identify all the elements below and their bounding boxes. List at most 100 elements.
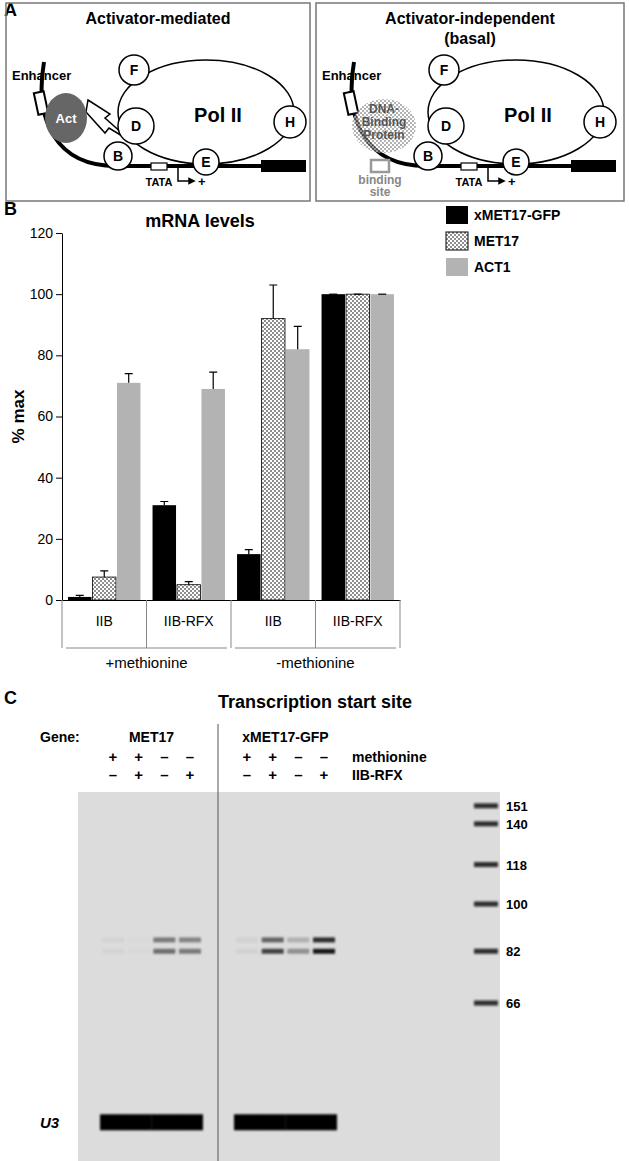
factor-label: H xyxy=(595,114,605,130)
chart-title: mRNA levels xyxy=(145,211,254,231)
category-separator xyxy=(315,600,316,648)
error-bar xyxy=(294,326,302,349)
category-separator xyxy=(146,600,147,648)
condition-symbol: + xyxy=(320,766,329,783)
y-axis-line xyxy=(62,234,63,601)
factor-label: B xyxy=(113,148,123,164)
condition-symbol: + xyxy=(268,748,277,765)
pol-label: Pol II xyxy=(504,104,552,126)
y-tick-label: 60 xyxy=(37,408,53,424)
legend: xMET17-GFPMET17ACT1 xyxy=(446,206,560,276)
error-bar xyxy=(125,374,133,383)
y-axis: 020406080100120 xyxy=(30,225,63,608)
factor-label: H xyxy=(285,114,295,130)
loading-band xyxy=(311,1114,337,1130)
tata-box xyxy=(151,163,167,170)
y-tick-mark xyxy=(56,233,62,234)
start-arrow xyxy=(488,167,502,181)
error-bar xyxy=(185,582,193,585)
activator xyxy=(45,93,87,143)
bar xyxy=(346,294,369,600)
bar xyxy=(117,383,140,600)
panel-label: B xyxy=(4,199,17,219)
x-tick-label: IIB-RFX xyxy=(333,613,383,629)
condition-symbol: – xyxy=(294,748,302,765)
factor xyxy=(428,108,464,144)
band xyxy=(128,937,150,942)
condition-symbol: – xyxy=(294,766,302,783)
gene-heading: Gene: xyxy=(40,729,80,745)
y-tick: 60 xyxy=(37,408,62,424)
marker-label: 151 xyxy=(506,799,528,814)
gel-title: Transcription start site xyxy=(218,692,412,712)
enhancer-box xyxy=(344,91,358,115)
condition-symbol: – xyxy=(320,748,328,765)
y-tick-label: 20 xyxy=(37,531,53,547)
marker-label: 140 xyxy=(506,817,528,832)
tata-label: TATA xyxy=(146,176,173,188)
legend-label: ACT1 xyxy=(474,259,511,275)
legend-swatch xyxy=(446,206,468,224)
tata-label: TATA xyxy=(456,176,483,188)
ladder-band xyxy=(474,821,498,826)
y-tick-mark xyxy=(56,417,62,418)
factor xyxy=(274,106,306,138)
y-tick-label: 100 xyxy=(30,286,54,302)
condition-symbol: + xyxy=(243,748,252,765)
bar xyxy=(370,294,393,600)
error-bar xyxy=(329,294,337,295)
protein-label: Protein xyxy=(363,128,404,142)
y-tick-label: 40 xyxy=(37,470,53,486)
factor-label: F xyxy=(130,62,139,78)
y-tick-mark xyxy=(56,600,62,601)
x-tick-label: IIB xyxy=(265,613,282,629)
ladder-band xyxy=(474,1000,498,1005)
bar xyxy=(322,294,345,600)
factor-label: E xyxy=(201,154,210,170)
factor xyxy=(119,55,149,85)
legend-label: MET17 xyxy=(474,233,519,249)
band xyxy=(262,937,284,942)
band xyxy=(179,949,201,954)
enhancer-label: Enhancer xyxy=(12,68,71,83)
band xyxy=(287,937,309,942)
y-tick-mark xyxy=(56,355,62,356)
condition-symbol: – xyxy=(160,766,168,783)
band xyxy=(153,949,175,954)
factor-label: E xyxy=(511,154,520,170)
start-label: + xyxy=(198,174,206,189)
error-bar xyxy=(209,372,217,389)
diagram-right: Activator-independent(basal)EnhancerDNA-… xyxy=(316,3,624,201)
diagram-title: Activator-independent xyxy=(385,10,555,27)
condition-symbol: – xyxy=(243,766,251,783)
y-tick-label: 0 xyxy=(45,592,53,608)
factor xyxy=(429,55,459,85)
condition-symbol: + xyxy=(268,766,277,783)
condition-symbol: + xyxy=(109,748,118,765)
condition-label: IIB-RFX xyxy=(352,767,403,783)
gene-body xyxy=(571,160,616,172)
condition-symbol: + xyxy=(186,766,195,783)
bar xyxy=(93,577,116,600)
x-tick-label: IIB-RFX xyxy=(164,613,214,629)
gene-separator xyxy=(218,724,219,1161)
ladder-band xyxy=(474,901,498,906)
band xyxy=(153,937,175,942)
gene-body xyxy=(261,160,306,172)
gel-background xyxy=(78,792,500,1161)
factor xyxy=(584,106,616,138)
y-tick-label: 80 xyxy=(37,347,53,363)
error-bar xyxy=(354,294,362,295)
band xyxy=(102,937,124,942)
y-tick: 40 xyxy=(37,470,62,486)
factor-label: D xyxy=(441,118,451,134)
loading-band xyxy=(177,1114,203,1130)
bands xyxy=(100,803,498,1130)
bar xyxy=(237,554,260,600)
bar xyxy=(68,597,91,600)
group-bracket xyxy=(66,648,227,649)
factor-label: D xyxy=(131,118,141,134)
group-label: -methionine xyxy=(276,654,354,671)
band xyxy=(313,949,335,954)
x-tick: IIB-RFX xyxy=(333,600,383,629)
